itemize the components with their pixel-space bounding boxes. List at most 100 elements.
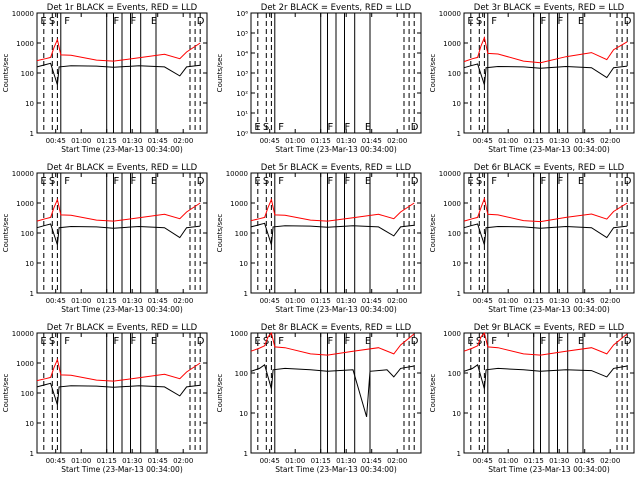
plot-title: Det 4r BLACK = Events, RED = LLD: [47, 163, 198, 173]
y-tick-label: 10: [25, 100, 34, 108]
y-tick-label: 100: [448, 370, 461, 378]
x-tick-label: 01:15: [311, 137, 331, 145]
x-tick-label: 01:15: [311, 457, 331, 465]
region-label: F: [114, 16, 120, 27]
x-axis-label: Start Time (23-Mar-13 00:34:00): [488, 465, 610, 474]
region-label: S: [476, 176, 482, 187]
x-tick-label: 01:15: [524, 297, 544, 305]
region-label: F: [541, 16, 547, 27]
lld-series-line: [463, 331, 628, 356]
x-tick-label: 01:30: [336, 297, 356, 305]
region-label: F: [345, 176, 351, 187]
region-label: F: [345, 336, 351, 347]
plot-title: Det 9r BLACK = Events, RED = LLD: [474, 323, 625, 333]
region-label: F: [64, 16, 70, 27]
x-tick-label: 01:00: [285, 297, 305, 305]
detector-panel: Det 4r BLACK = Events, RED = LLD 1 10 100 10…: [2, 163, 208, 314]
x-tick-label: 01:45: [362, 457, 382, 465]
plot-title: Det 1r BLACK = Events, RED = LLD: [47, 3, 198, 13]
region-label: E: [40, 16, 46, 27]
x-tick-label: 01:30: [549, 137, 569, 145]
x-tick-label: 01:15: [311, 297, 331, 305]
y-tick-label: 10⁴: [236, 50, 248, 58]
events-series-line: [463, 363, 628, 390]
y-axis-label: Counts/sec: [429, 54, 437, 93]
events-series-line: [250, 222, 415, 246]
y-tick-label: 1000: [16, 360, 34, 368]
y-tick-label: 100: [448, 70, 461, 78]
lld-series-line: [36, 357, 201, 382]
y-tick-label: 1: [244, 450, 248, 458]
region-label: F: [345, 122, 351, 133]
y-tick-label: 1000: [230, 330, 248, 338]
y-tick-label: 1000: [16, 200, 34, 208]
x-tick-label: 01:00: [285, 137, 305, 145]
region-label: F: [328, 176, 334, 187]
y-tick-label: 100: [448, 230, 461, 238]
x-tick-label: 02:00: [173, 457, 193, 465]
x-tick-label: 01:30: [122, 297, 142, 305]
region-label: E: [151, 336, 157, 347]
detector-panel: Det 2r BLACK = Events, RED = LLD 10⁰ 10¹ 10…: [216, 3, 422, 154]
y-tick-label: 10³: [236, 70, 248, 78]
x-tick-label: 00:45: [473, 457, 493, 465]
region-label: S: [49, 176, 55, 187]
region-label: F: [558, 16, 564, 27]
y-tick-label: 10: [239, 410, 248, 418]
y-tick-label: 10: [25, 420, 34, 428]
x-tick-label: 01:00: [498, 297, 518, 305]
region-label: F: [541, 176, 547, 187]
lld-series-line: [463, 36, 628, 64]
region-label: S: [49, 16, 55, 27]
x-tick-label: 01:00: [498, 137, 518, 145]
region-label: F: [131, 16, 137, 27]
plot-title: Det 6r BLACK = Events, RED = LLD: [474, 163, 625, 173]
region-label: F: [114, 336, 120, 347]
y-tick-label: 1: [457, 450, 461, 458]
y-tick-label: 10: [239, 260, 248, 268]
plot-title: Det 8r BLACK = Events, RED = LLD: [261, 323, 412, 333]
y-tick-label: 10000: [439, 170, 461, 178]
plot-title: Det 2r BLACK = Events, RED = LLD: [261, 3, 412, 13]
region-label: F: [491, 176, 497, 187]
region-label: E: [151, 176, 157, 187]
region-label: E: [365, 176, 371, 187]
x-tick-label: 02:00: [387, 137, 407, 145]
x-axis-label: Start Time (23-Mar-13 00:34:00): [61, 145, 183, 154]
y-tick-label: 10⁰: [236, 130, 248, 138]
y-tick-label: 100: [21, 390, 34, 398]
region-label: E: [365, 336, 371, 347]
events-series-line: [463, 63, 628, 86]
region-label: D: [197, 336, 205, 347]
x-tick-label: 01:00: [285, 457, 305, 465]
region-label: E: [254, 122, 260, 133]
x-tick-label: 01:15: [97, 137, 117, 145]
x-tick-label: 01:00: [71, 457, 91, 465]
x-tick-label: 01:30: [549, 297, 569, 305]
y-tick-label: 10000: [12, 170, 34, 178]
x-tick-label: 02:00: [173, 137, 193, 145]
x-tick-label: 01:45: [148, 297, 168, 305]
y-tick-label: 1: [244, 290, 248, 298]
region-label: F: [328, 122, 334, 133]
y-tick-label: 1000: [16, 40, 34, 48]
x-axis-label: Start Time (23-Mar-13 00:34:00): [488, 145, 610, 154]
x-tick-label: 01:45: [575, 457, 595, 465]
lld-series-line: [250, 197, 415, 222]
x-tick-label: 01:30: [549, 457, 569, 465]
region-label: E: [578, 336, 584, 347]
region-label: F: [558, 176, 564, 187]
plot-title: Det 7r BLACK = Events, RED = LLD: [47, 323, 198, 333]
y-tick-label: 10000: [439, 10, 461, 18]
y-tick-label: 1: [457, 290, 461, 298]
x-tick-label: 00:45: [473, 297, 493, 305]
x-tick-label: 02:00: [387, 297, 407, 305]
x-tick-label: 01:45: [362, 297, 382, 305]
y-axis-label: Counts/sec: [216, 374, 224, 413]
x-tick-label: 01:00: [71, 297, 91, 305]
x-tick-label: 01:30: [336, 457, 356, 465]
region-label: D: [624, 16, 632, 27]
region-label: F: [64, 336, 70, 347]
region-label: E: [254, 336, 260, 347]
x-tick-label: 00:45: [260, 137, 280, 145]
